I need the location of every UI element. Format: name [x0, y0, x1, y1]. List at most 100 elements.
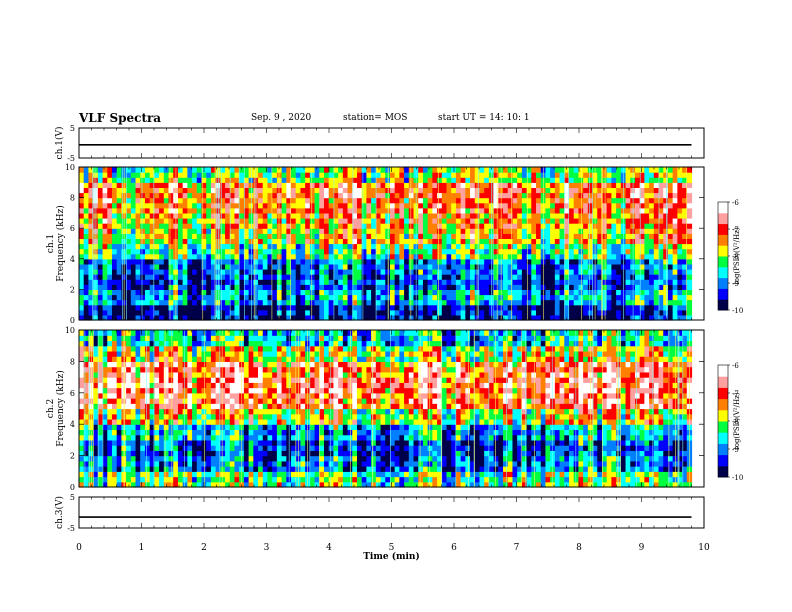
spectrogram-cell: [366, 309, 372, 316]
spectrogram-cell: [116, 335, 122, 342]
spectrogram-cell: [634, 248, 641, 255]
spectrogram-cell: [663, 182, 669, 188]
spectrogram-cell: [404, 309, 410, 316]
spectrogram-cell: [258, 248, 264, 255]
spectrogram-cell: [130, 274, 137, 280]
spectrogram-cell: [116, 284, 122, 290]
spectrogram-cell: [408, 309, 415, 316]
spectrogram-cell: [135, 228, 141, 234]
spectrogram-cell: [422, 228, 429, 234]
spectrogram-cell: [182, 218, 188, 224]
spectrogram-cell: [220, 172, 226, 178]
spectrogram-cell: [686, 218, 693, 224]
spectrogram-cell: [559, 177, 565, 183]
spectrogram-cell: [644, 289, 650, 296]
spectrogram-cell: [140, 233, 146, 239]
spectrogram-cell: [149, 212, 155, 219]
spectrogram-cell: [324, 228, 330, 234]
spectrogram-cell: [168, 197, 174, 204]
spectrogram-cell: [484, 248, 490, 255]
spectrogram-cell: [583, 289, 589, 296]
spectrogram-cell: [333, 299, 339, 306]
spectrogram-cell: [601, 274, 608, 280]
spectrogram-cell: [102, 345, 108, 352]
spectrogram-cell: [262, 309, 269, 316]
spectrogram-cell: [667, 253, 674, 260]
spectrogram-cell: [272, 258, 278, 265]
spectrogram-cell: [309, 187, 316, 194]
spectrogram-cell: [220, 289, 226, 296]
spectrogram-cell: [573, 294, 580, 301]
spectrogram-cell: [295, 304, 302, 311]
spectrogram-cell: [573, 253, 580, 260]
spectrogram-cell: [460, 218, 466, 224]
spectrogram-cell: [192, 429, 198, 436]
spectrogram-cell: [465, 243, 471, 250]
spectrogram-cell: [653, 192, 660, 199]
spectrogram-cell: [168, 413, 174, 420]
spectrogram-cell: [503, 284, 509, 290]
spectrogram-cell: [554, 243, 561, 250]
spectrogram-cell: [550, 263, 556, 270]
spectrogram-cell: [639, 274, 645, 280]
colorbar-swatch: [718, 274, 728, 279]
spectrogram-cell: [682, 299, 688, 306]
spectrogram-cell: [493, 167, 499, 173]
spectrogram-cell: [97, 481, 104, 488]
spectrogram-cell: [239, 284, 245, 290]
spectrogram-cell: [262, 207, 269, 214]
spectrogram-cell: [168, 392, 174, 399]
spectrogram-cell: [521, 228, 528, 234]
spectrogram-cell: [531, 299, 537, 306]
spectrogram-cell: [601, 314, 608, 321]
spectrogram-cell: [653, 304, 660, 311]
spectrogram-cell: [182, 330, 188, 336]
spectrogram-cell: [333, 304, 339, 311]
spectrogram-cell: [149, 350, 155, 357]
spectrogram-cell: [262, 243, 269, 250]
spectrogram-cell: [116, 192, 122, 199]
spectrogram-cell: [380, 187, 386, 194]
spectrogram-cell: [220, 197, 226, 204]
spectrogram-cell: [578, 167, 584, 173]
spectrogram-cell: [220, 192, 226, 199]
spectrogram-cell: [239, 299, 245, 306]
spectrogram-cell: [116, 408, 122, 415]
spectrogram-cell: [460, 238, 466, 245]
spectrogram-cell: [173, 361, 179, 368]
y-tick-label: 8: [70, 194, 75, 203]
spectrogram-cell: [130, 314, 137, 321]
spectrogram-cell: [305, 309, 311, 316]
spectrogram-cell: [182, 258, 188, 265]
spectrogram-cell: [686, 182, 693, 188]
spectrogram-cell: [79, 366, 85, 373]
spectrogram-cell: [333, 269, 339, 275]
spectrogram-cell: [116, 392, 122, 399]
spectrogram-cell: [451, 212, 457, 219]
spectrogram-cell: [163, 366, 170, 373]
spectrogram-cell: [130, 258, 137, 265]
spectrogram-cell: [394, 243, 400, 250]
spectrogram-cell: [526, 238, 532, 245]
spectrogram-cell: [503, 218, 509, 224]
spectrogram-cell: [116, 340, 122, 347]
spectrogram-cell: [130, 294, 137, 301]
spectrogram-cell: [210, 238, 217, 245]
spectrogram-cell: [126, 253, 132, 260]
spectrogram-cell: [300, 299, 306, 306]
spectrogram-cell: [536, 192, 542, 199]
spectrogram-cell: [441, 248, 448, 255]
spectrogram-cell: [239, 253, 245, 260]
spectrogram-cell: [102, 253, 108, 260]
spectrogram-cell: [281, 223, 287, 229]
spectrogram-cell: [606, 274, 612, 280]
spectrogram-cell: [79, 177, 85, 183]
spectrogram-cell: [97, 238, 104, 245]
spectrogram-cell: [554, 309, 561, 316]
spectrogram-cell: [97, 450, 104, 457]
spectrogram-cell: [564, 243, 570, 250]
spectrogram-cell: [408, 238, 415, 245]
spectrogram-cell: [305, 253, 311, 260]
spectrogram-cell: [361, 263, 367, 270]
spectrogram-cell: [427, 167, 433, 173]
